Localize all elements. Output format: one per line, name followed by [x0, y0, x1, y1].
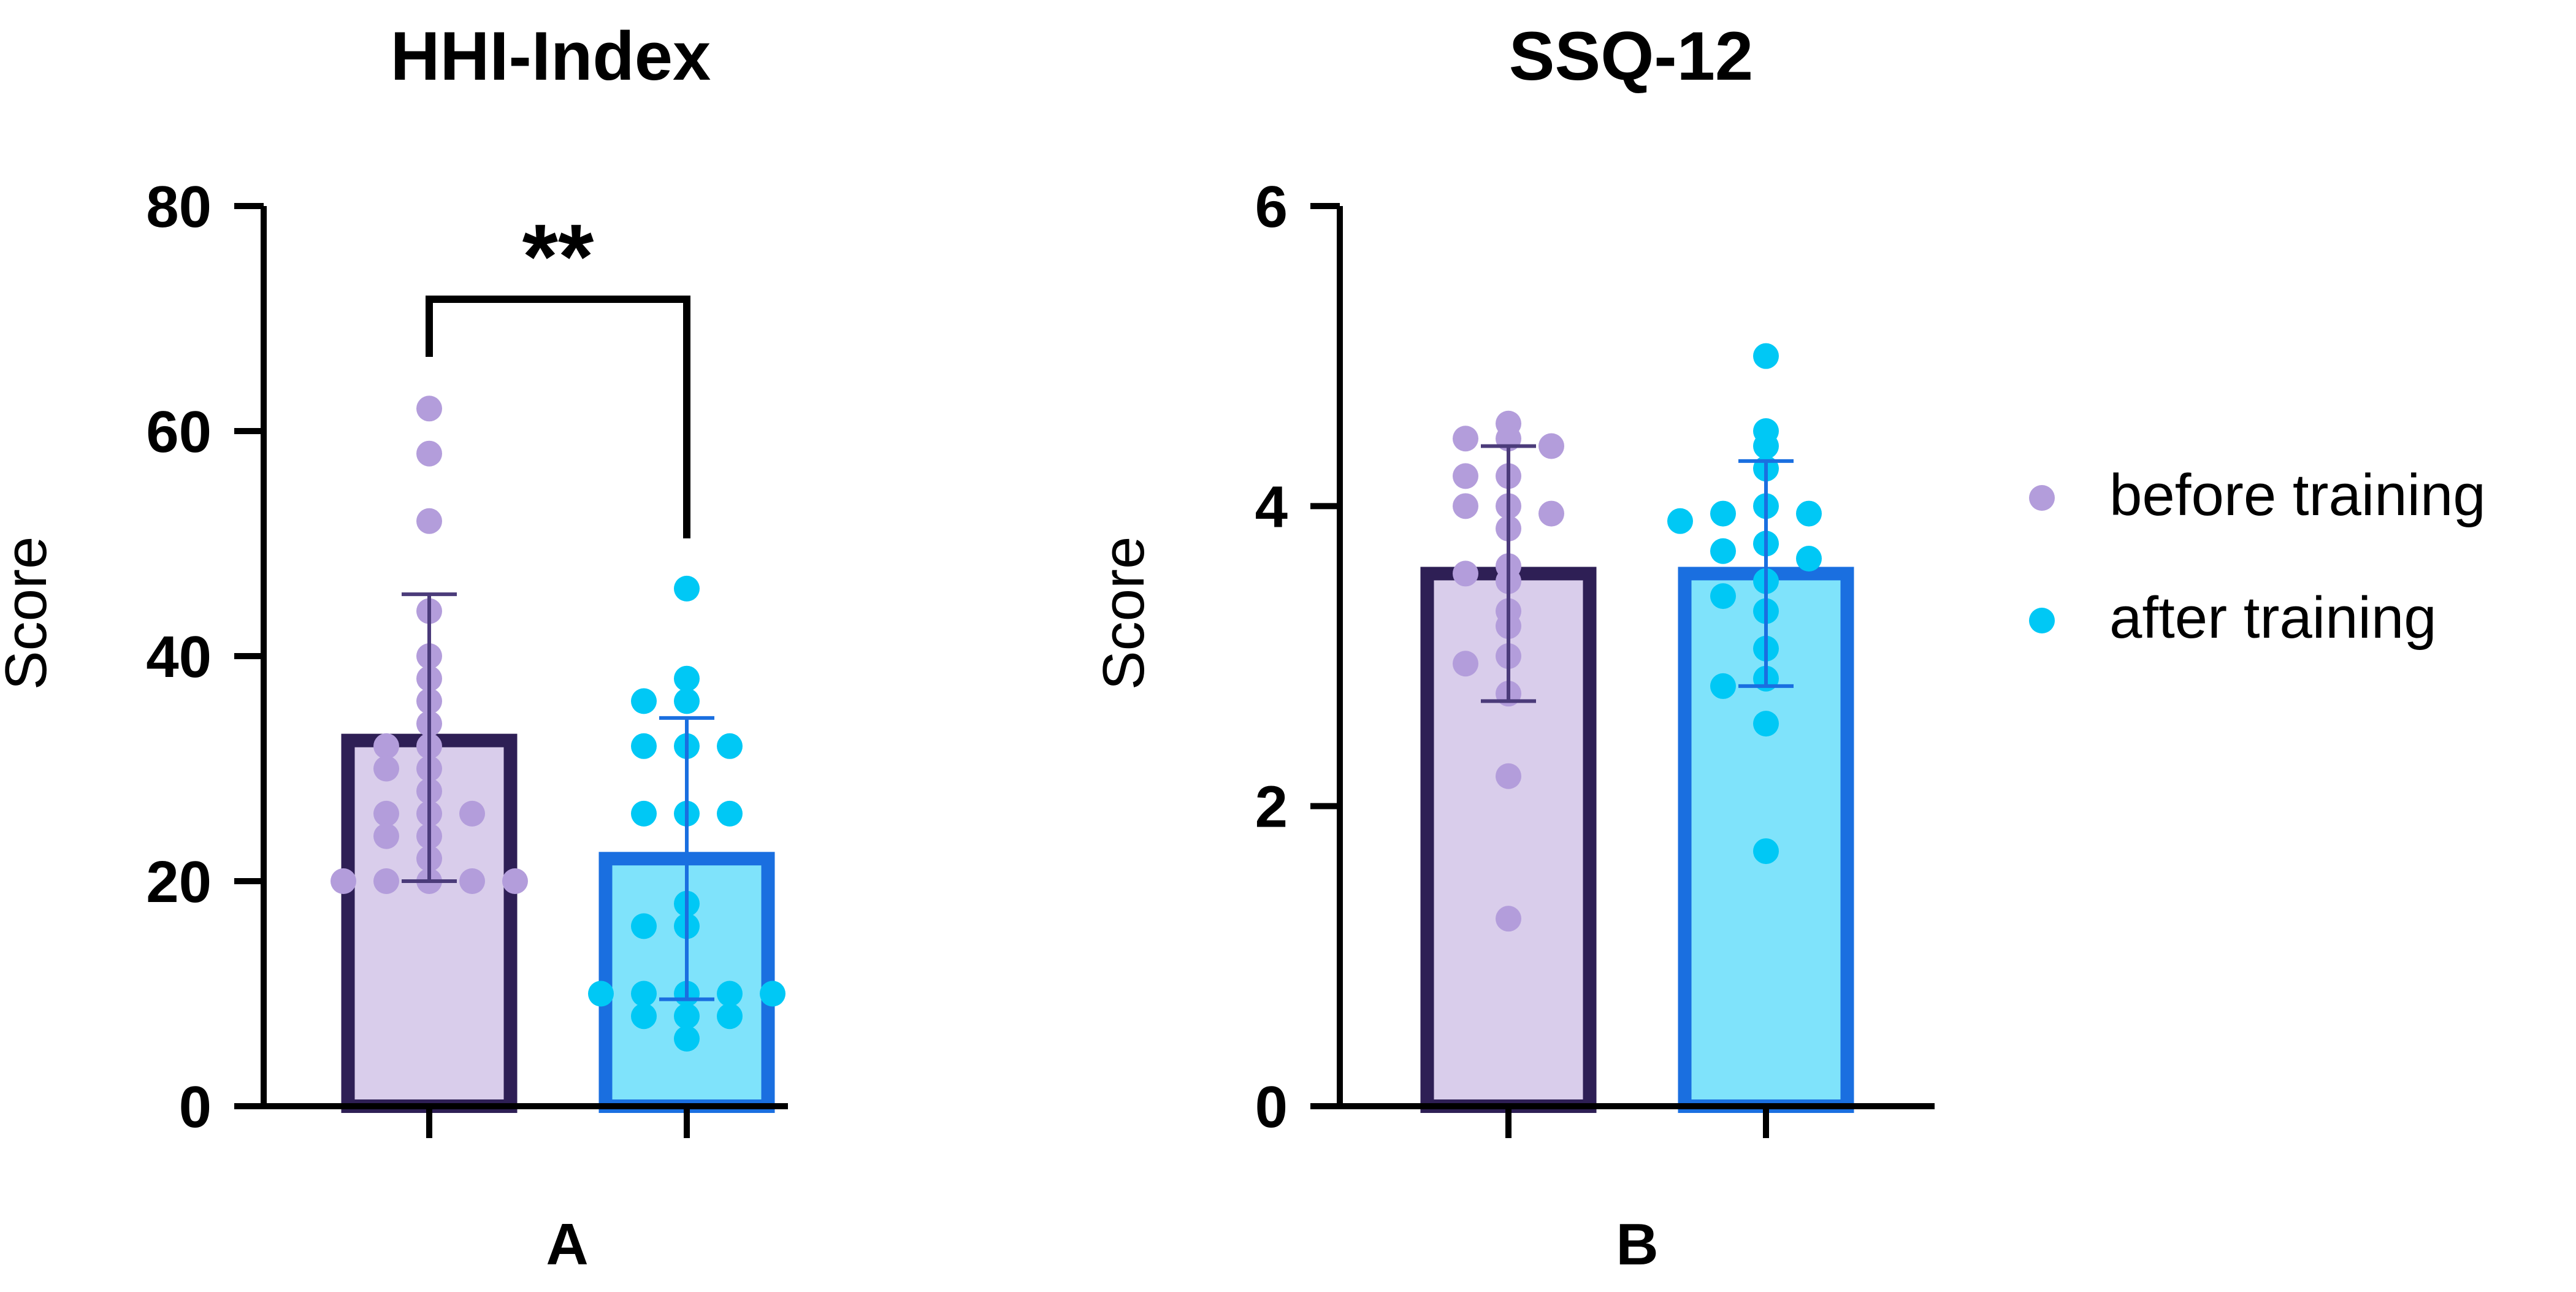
- data-point-before: [373, 823, 399, 849]
- data-point-before: [1496, 906, 1521, 932]
- legend-label-1: after training: [2109, 585, 2437, 651]
- panel-label: A: [546, 1212, 588, 1277]
- data-point-before: [459, 868, 485, 894]
- data-point-before: [373, 733, 399, 759]
- data-point-before: [1538, 433, 1564, 459]
- data-point-before: [416, 440, 442, 467]
- data-point-after: [1753, 838, 1779, 865]
- significance-marker: **: [522, 205, 594, 308]
- data-point-after: [1796, 500, 1822, 527]
- data-point-after: [717, 733, 743, 759]
- data-point-after: [717, 980, 743, 1007]
- y-tick-label: 4: [1255, 474, 1288, 540]
- y-tick-label: 20: [146, 849, 212, 915]
- y-tick-label: 60: [146, 399, 212, 465]
- data-point-before: [1453, 493, 1478, 519]
- data-point-before: [1496, 763, 1521, 789]
- legend: before training after training: [2029, 462, 2486, 651]
- data-point-before: [373, 868, 399, 894]
- legend-marker-0: [2029, 485, 2055, 511]
- data-point-before: [1538, 500, 1564, 527]
- data-point-after: [631, 980, 657, 1007]
- data-point-before: [416, 508, 442, 534]
- data-point-after: [631, 688, 657, 714]
- data-point-after: [1796, 545, 1822, 571]
- data-point-after: [1753, 343, 1779, 369]
- data-point-before: [331, 868, 356, 894]
- data-point-after: [674, 688, 700, 714]
- data-point-before: [1453, 426, 1478, 452]
- data-point-before: [373, 755, 399, 782]
- data-point-before: [459, 800, 485, 827]
- data-point-after: [717, 1003, 743, 1030]
- data-point-before: [1453, 463, 1478, 489]
- legend-label-0: before training: [2109, 462, 2486, 528]
- y-axis-label: Score: [1091, 537, 1156, 690]
- legend-marker-1: [2029, 608, 2055, 633]
- data-point-after: [1710, 673, 1736, 699]
- y-tick-label: 0: [179, 1074, 212, 1140]
- data-point-after: [1753, 711, 1779, 737]
- y-tick-label: 0: [1255, 1074, 1288, 1140]
- data-point-after: [1667, 508, 1693, 534]
- data-point-after: [717, 800, 743, 827]
- chart-title: HHI-Index: [391, 18, 711, 94]
- panel-label: B: [1616, 1212, 1658, 1277]
- data-point-before: [1453, 651, 1478, 677]
- data-point-after: [674, 575, 700, 602]
- data-point-after: [631, 800, 657, 827]
- data-point-after: [1710, 583, 1736, 610]
- y-tick-label: 80: [146, 174, 212, 240]
- data-point-after: [588, 980, 614, 1007]
- data-point-after: [674, 1003, 700, 1030]
- panel-a: HHI-Index A Score 0 20 40 60 80 **: [0, 18, 788, 1277]
- data-point-before: [1453, 560, 1478, 587]
- y-tick-label: 6: [1255, 174, 1288, 240]
- data-point-after: [631, 1003, 657, 1030]
- y-tick-label: 2: [1255, 774, 1288, 840]
- y-axis-label: Score: [0, 537, 59, 690]
- data-point-after: [760, 980, 785, 1007]
- data-point-after: [1710, 500, 1736, 527]
- data-point-after: [631, 733, 657, 759]
- significance-bracket: [426, 296, 690, 538]
- data-point-before: [416, 396, 442, 422]
- data-point-after: [1710, 538, 1736, 564]
- data-point-after: [674, 665, 700, 692]
- data-point-before: [502, 868, 528, 894]
- panel-b: SSQ-12 B Score 0 2 4 6: [1091, 18, 1935, 1277]
- data-point-before: [373, 800, 399, 827]
- y-tick-label: 40: [146, 624, 212, 690]
- chart-title: SSQ-12: [1509, 18, 1753, 94]
- data-point-after: [1753, 433, 1779, 459]
- data-point-after: [631, 913, 657, 939]
- data-point-after: [674, 1025, 700, 1052]
